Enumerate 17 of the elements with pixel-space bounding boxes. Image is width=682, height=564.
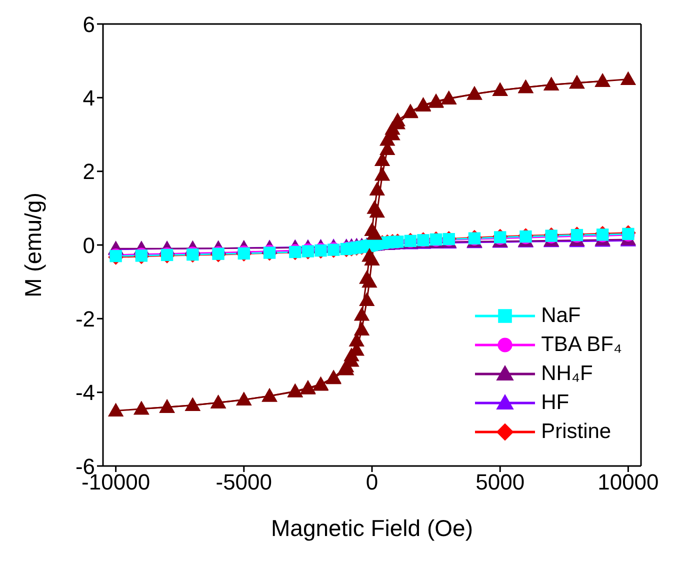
y-tick-label: 2 — [82, 159, 95, 184]
legend-label: NH₄F — [541, 361, 593, 387]
y-tick-label: 0 — [82, 232, 95, 258]
y-tick-label: 4 — [82, 85, 95, 110]
legend-label: Pristine — [541, 419, 612, 445]
x-tick-label: 10000 — [598, 470, 659, 495]
y-tick-label: -2 — [75, 306, 95, 332]
legend-label: TBA BF₄ — [541, 332, 622, 358]
x-tick-label: -5000 — [216, 470, 272, 495]
x-tick-label: 5000 — [476, 470, 525, 495]
x-tick-label: 0 — [366, 470, 378, 495]
x-axis-title: Magnetic Field (Oe) — [271, 515, 473, 541]
legend-label: HF — [541, 390, 570, 416]
y-tick-label: -4 — [75, 380, 95, 406]
y-tick-label: 6 — [82, 12, 95, 37]
y-axis-title: M (emu/g) — [20, 192, 46, 298]
legend-label: NaF — [541, 303, 581, 329]
